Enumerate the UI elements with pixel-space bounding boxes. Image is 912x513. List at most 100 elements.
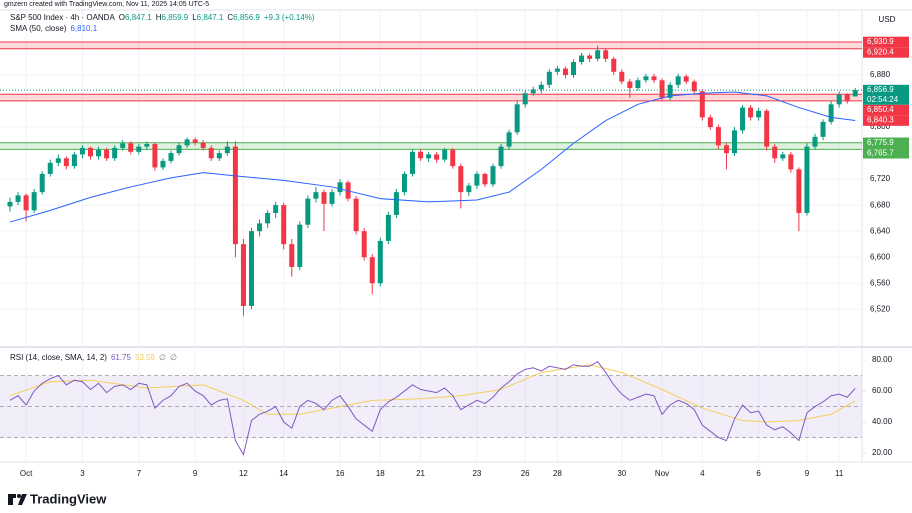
candle-body [482, 173, 488, 185]
rsi-tick-label: 40.00 [872, 417, 893, 426]
ohlc-key: H [155, 13, 162, 22]
candle-body [732, 130, 737, 154]
candle-body [772, 146, 778, 159]
price-axis-label: 02:54:24 [867, 95, 899, 104]
candle-body [152, 144, 158, 168]
candle-body [410, 151, 415, 174]
candle-body [740, 107, 746, 131]
candle-body [756, 110, 762, 118]
rsi-value: 53.58 [134, 353, 155, 362]
candle-body [587, 55, 593, 59]
candle-body [200, 142, 206, 148]
candle-body [71, 154, 77, 167]
candle-body [675, 76, 681, 85]
candle-body [474, 173, 480, 186]
price-axis-label-bg [863, 47, 909, 58]
candle-body [192, 139, 198, 143]
level-band [0, 94, 862, 101]
candle-body [393, 192, 399, 215]
candle-body [208, 147, 214, 159]
candle-body [257, 223, 263, 232]
candle-body [659, 80, 665, 98]
candle-body [804, 146, 810, 213]
price-change: +9.3 (+0.14%) [263, 13, 315, 22]
candle-body [780, 154, 786, 159]
logo-shape [18, 494, 27, 505]
candle-body [273, 205, 279, 213]
price-axis-label: 6,850.4 [867, 105, 894, 114]
candle-body [530, 89, 536, 94]
candle-body [812, 136, 818, 147]
candle-body [562, 68, 568, 76]
candle-body [458, 166, 464, 193]
candle-body [715, 127, 721, 146]
sma-legend: SMA (50, close) 6,810.1 [10, 24, 101, 33]
watermark: gmzern created with TradingView.com, Nov… [4, 1, 209, 8]
rsi-name: RSI (14, close, SMA, 14, 2) [10, 353, 107, 362]
candle-body [852, 90, 858, 97]
candle-body [401, 173, 407, 193]
candle-body [377, 240, 383, 284]
candle-body [96, 149, 102, 157]
candle-body [699, 91, 705, 118]
y-tick-label: 6,880 [870, 70, 891, 79]
ohlc-value: 6,847.1 [125, 13, 152, 22]
price-axis-label: 6,920.4 [867, 48, 894, 57]
y-tick-label: 6,640 [870, 226, 891, 235]
candle-body [160, 160, 166, 168]
ohlc-key: C [227, 13, 234, 22]
candle-body [691, 81, 697, 92]
ohlc-key: L [192, 13, 197, 22]
candle-body [112, 147, 118, 159]
candle-body [667, 84, 673, 98]
candle-body [63, 158, 69, 167]
candle-body [55, 158, 61, 163]
logo-dot [17, 494, 21, 498]
rsi-line [9, 360, 856, 456]
candle-body [748, 107, 754, 118]
y-tick-label: 6,800 [870, 122, 891, 131]
candle-body [297, 224, 303, 267]
candle-body [88, 147, 93, 157]
rsi-value: 61.75 [110, 353, 131, 362]
candle-body [571, 62, 576, 76]
currency-label: USD [879, 15, 896, 24]
candle-body [385, 214, 391, 241]
y-tick-label: 6,520 [870, 304, 891, 313]
candle-body [265, 212, 271, 224]
candle-body [506, 132, 512, 147]
x-tick-label: 30 [617, 469, 626, 478]
ohlc-key: O [118, 13, 126, 22]
price-axis-label-bg [863, 137, 909, 149]
x-tick-label: 16 [336, 469, 345, 478]
candle-body [844, 94, 850, 102]
x-tick-label: 6 [756, 469, 761, 478]
candle-body [820, 121, 826, 137]
sma-value: 6,810.1 [70, 24, 98, 33]
x-tick-label: 4 [700, 469, 705, 478]
candle-body [466, 185, 472, 193]
rsi-value: ∅ [159, 353, 166, 362]
candle-body [522, 93, 528, 105]
candle-body [15, 195, 21, 202]
candle-body [369, 257, 375, 284]
price-axis-label-bg [863, 104, 909, 116]
candle-body [683, 76, 689, 82]
rsi-tick-label: 20.00 [872, 448, 893, 457]
level-band [0, 41, 862, 49]
candle-body [144, 144, 150, 147]
price-axis-label-bg [863, 148, 909, 159]
candle-body [23, 195, 29, 211]
y-tick-label: 6,560 [870, 278, 891, 287]
x-tick-label: Oct [20, 469, 33, 478]
candle-body [321, 192, 327, 204]
candle-body [603, 50, 609, 59]
x-tick-label: 11 [835, 469, 844, 478]
candle-body [104, 149, 110, 159]
candle-body [490, 166, 496, 185]
x-tick-label: Nov [655, 469, 669, 478]
price-axis-label: 6,840.3 [867, 116, 894, 125]
x-tick-label: 21 [416, 469, 425, 478]
candle-body [224, 146, 230, 154]
